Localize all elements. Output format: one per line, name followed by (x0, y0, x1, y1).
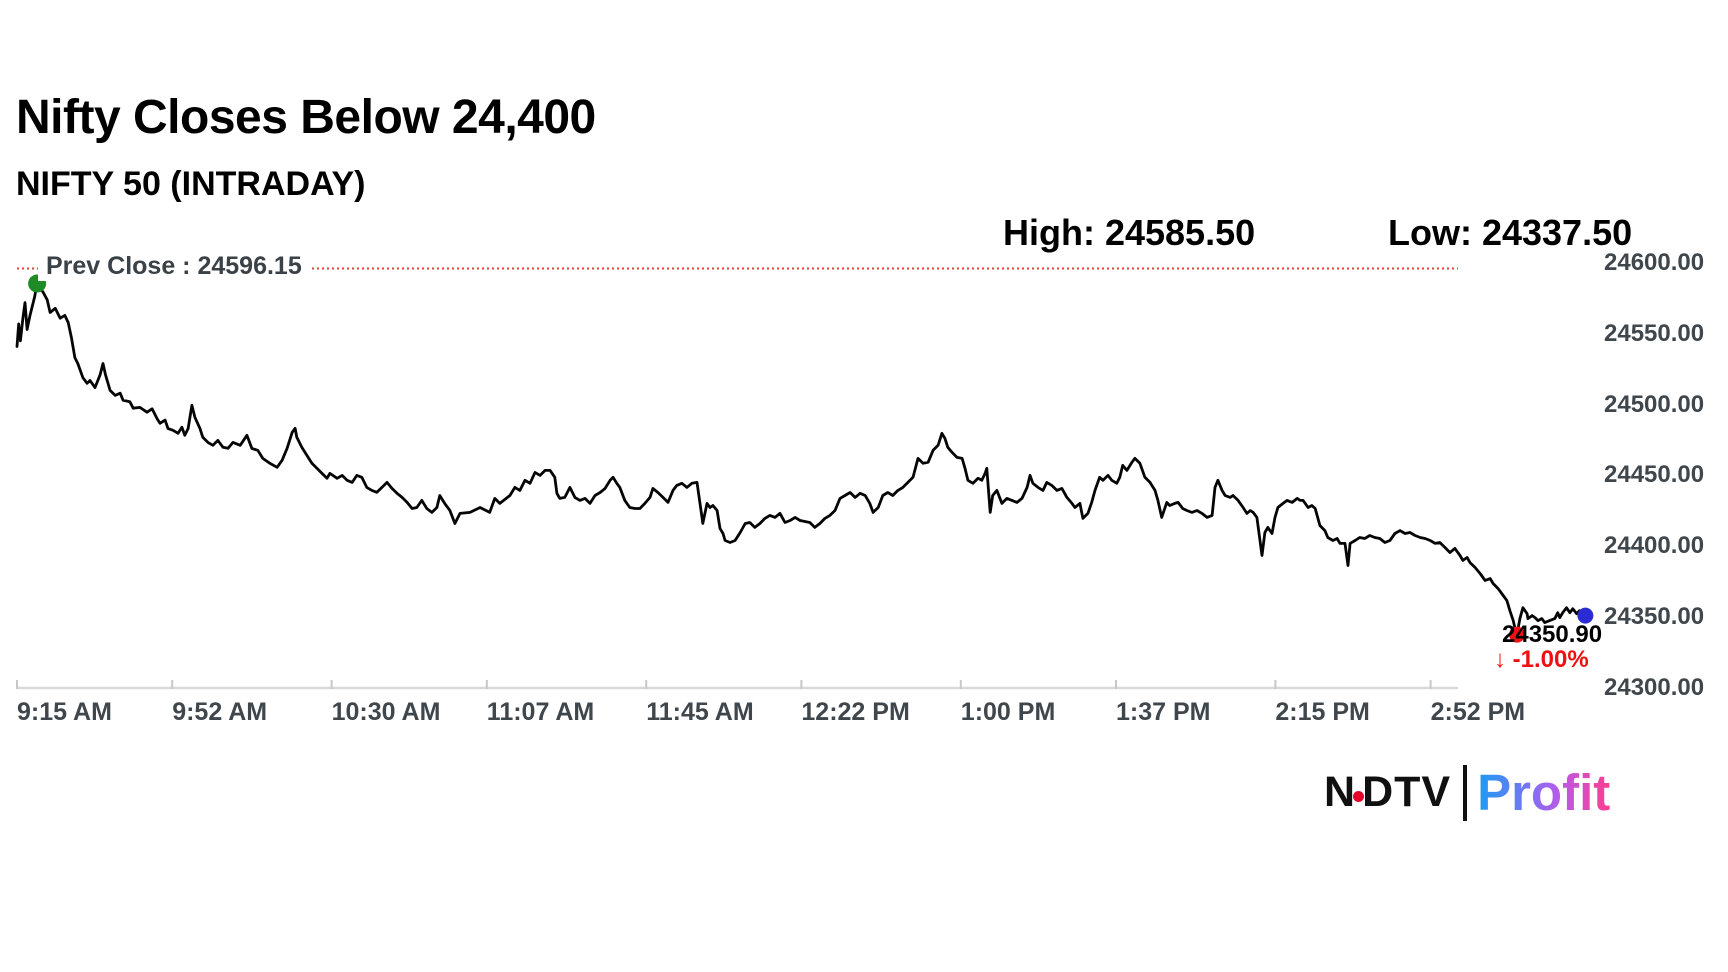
x-axis-label: 10:30 AM (331, 698, 441, 726)
y-axis-label: 24450.00 (1604, 461, 1705, 489)
x-axis-label: 9:52 AM (172, 698, 268, 726)
last-price-marker-dot (1577, 607, 1594, 624)
ndtv-red-dot-icon (1353, 791, 1365, 802)
x-axis-label: 11:07 AM (486, 698, 595, 726)
y-axis-label: 24600.00 (1604, 249, 1705, 276)
y-axis-label: 24350.00 (1604, 602, 1705, 630)
x-axis-label: 2:52 PM (1430, 698, 1526, 726)
x-axis-label: 1:37 PM (1116, 698, 1211, 726)
prev-close-label: Prev Close : 24596.15 (38, 252, 310, 281)
chart-subtitle: NIFTY 50 (INTRADAY) (16, 165, 366, 203)
page-title: Nifty Closes Below 24,400 (16, 91, 596, 144)
logo-separator-bar (1463, 764, 1468, 821)
last-price-label: 24350.90 (1502, 621, 1603, 648)
x-axis-label: 12:22 PM (801, 698, 910, 726)
ndtv-profit-logo: N DTV Profit (1324, 763, 1610, 822)
y-axis-label: 24400.00 (1604, 532, 1705, 560)
low-value-label: Low: 24337.50 (1388, 212, 1633, 253)
change-percent-label: ↓ -1.00% (1494, 646, 1589, 673)
ndtv-wordmark: N DTV (1324, 768, 1452, 816)
y-axis-label: 24550.00 (1604, 319, 1705, 347)
profit-wordmark: Profit (1477, 764, 1611, 821)
x-axis-label: 11:45 AM (646, 698, 754, 726)
price-line (15, 282, 1587, 636)
x-axis-label: 2:15 PM (1275, 698, 1370, 726)
x-axis-ticks (16, 680, 1432, 689)
x-axis-label: 9:15 AM (17, 698, 112, 726)
y-axis-label: 24300.00 (1604, 673, 1705, 701)
x-axis-label: 1:00 PM (960, 698, 1056, 726)
low-marker-dot (1509, 626, 1526, 643)
high-value-label: High: 24585.50 (1003, 212, 1256, 253)
y-axis-label: 24500.00 (1604, 390, 1705, 418)
